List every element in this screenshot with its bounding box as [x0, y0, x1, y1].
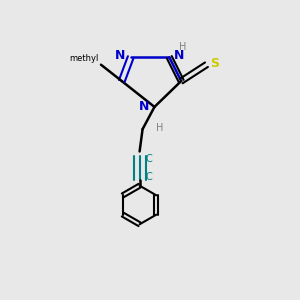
Text: N: N	[115, 49, 125, 62]
Text: H: H	[179, 42, 186, 52]
Text: C: C	[146, 172, 152, 182]
Text: S: S	[210, 57, 219, 70]
Text: N: N	[139, 100, 149, 113]
Text: N: N	[174, 49, 184, 62]
Text: H: H	[156, 123, 163, 133]
Text: methyl: methyl	[69, 54, 99, 63]
Text: C: C	[146, 154, 152, 164]
